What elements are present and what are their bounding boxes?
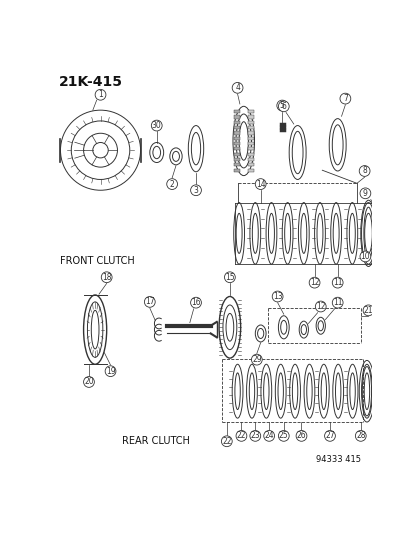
Circle shape <box>251 354 261 365</box>
Bar <box>233 148 239 150</box>
Text: 19: 19 <box>105 367 115 376</box>
Bar <box>247 163 253 166</box>
Text: 22: 22 <box>236 431 246 440</box>
Circle shape <box>295 431 306 441</box>
Text: 22: 22 <box>221 437 231 446</box>
Text: 12: 12 <box>315 302 325 311</box>
Text: 18: 18 <box>102 273 111 282</box>
Bar <box>233 168 239 172</box>
Text: 20: 20 <box>84 377 94 386</box>
Bar <box>233 142 239 145</box>
Bar <box>233 110 239 113</box>
Circle shape <box>190 185 201 196</box>
Text: 21K-415: 21K-415 <box>59 75 123 88</box>
Circle shape <box>332 297 342 308</box>
Bar <box>247 116 253 118</box>
Bar <box>247 153 253 156</box>
Text: 94333 415: 94333 415 <box>315 455 360 464</box>
Bar <box>233 121 239 124</box>
Text: 11: 11 <box>332 278 342 287</box>
Bar <box>247 148 253 150</box>
Text: 10: 10 <box>360 252 369 261</box>
Circle shape <box>224 272 235 282</box>
Text: 7: 7 <box>342 94 347 103</box>
Bar <box>233 137 239 140</box>
Text: REAR CLUTCH: REAR CLUTCH <box>122 436 190 446</box>
Text: 16: 16 <box>191 298 200 307</box>
Bar <box>247 142 253 145</box>
Bar <box>247 158 253 161</box>
Text: 29: 29 <box>252 355 261 364</box>
Circle shape <box>95 90 106 100</box>
Circle shape <box>232 83 242 93</box>
Text: 15: 15 <box>225 273 234 282</box>
Bar <box>247 121 253 124</box>
Text: 21: 21 <box>363 306 373 315</box>
Text: 11: 11 <box>332 298 342 307</box>
Circle shape <box>151 120 162 131</box>
Text: FRONT CLUTCH: FRONT CLUTCH <box>60 256 135 266</box>
Circle shape <box>101 272 112 282</box>
Circle shape <box>105 366 116 377</box>
Text: 4: 4 <box>235 83 240 92</box>
Text: 6: 6 <box>281 102 285 111</box>
Bar <box>233 132 239 134</box>
Circle shape <box>249 431 260 441</box>
Text: 27: 27 <box>324 431 334 440</box>
Text: 13: 13 <box>272 292 282 301</box>
Text: 25: 25 <box>278 431 288 440</box>
Circle shape <box>235 431 246 441</box>
Text: 5: 5 <box>279 101 284 110</box>
Text: 23: 23 <box>250 431 259 440</box>
Circle shape <box>359 188 370 199</box>
Text: 9: 9 <box>362 189 367 198</box>
Text: 2: 2 <box>169 180 174 189</box>
Bar <box>233 153 239 156</box>
Bar <box>247 132 253 134</box>
Circle shape <box>339 93 350 104</box>
Text: 14: 14 <box>255 180 265 189</box>
Text: 12: 12 <box>309 278 318 287</box>
Text: 30: 30 <box>152 121 161 130</box>
Text: 28: 28 <box>355 431 365 440</box>
Circle shape <box>221 436 232 447</box>
Circle shape <box>354 431 365 441</box>
Circle shape <box>362 305 373 316</box>
Bar <box>247 168 253 172</box>
Text: 24: 24 <box>264 431 273 440</box>
Circle shape <box>278 431 288 441</box>
Bar <box>247 126 253 129</box>
Text: 26: 26 <box>296 431 306 440</box>
Circle shape <box>309 277 319 288</box>
Bar <box>247 110 253 113</box>
Circle shape <box>315 301 325 312</box>
Bar <box>247 137 253 140</box>
Bar <box>233 163 239 166</box>
Text: 17: 17 <box>145 297 154 306</box>
Circle shape <box>144 296 155 308</box>
Circle shape <box>276 100 287 111</box>
Circle shape <box>190 297 201 308</box>
Text: 8: 8 <box>361 166 366 175</box>
Text: 1: 1 <box>98 90 103 99</box>
Circle shape <box>324 431 335 441</box>
Text: 3: 3 <box>193 185 198 195</box>
Circle shape <box>166 179 177 189</box>
Circle shape <box>278 101 288 112</box>
Circle shape <box>263 431 274 441</box>
Circle shape <box>83 377 94 387</box>
Circle shape <box>332 277 342 288</box>
Bar <box>233 116 239 118</box>
Circle shape <box>272 291 282 302</box>
Circle shape <box>359 251 370 262</box>
Bar <box>233 126 239 129</box>
Circle shape <box>358 166 369 176</box>
Circle shape <box>255 179 266 189</box>
Bar <box>233 158 239 161</box>
